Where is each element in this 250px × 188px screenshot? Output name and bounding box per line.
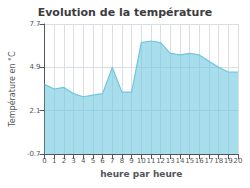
svg-text:-0.7: -0.7 [27,150,41,158]
svg-text:20: 20 [234,157,243,165]
svg-text:18: 18 [214,157,223,165]
svg-text:5: 5 [91,157,95,165]
svg-text:17: 17 [205,157,214,165]
svg-text:7: 7 [110,157,114,165]
svg-text:14: 14 [176,157,185,165]
svg-text:8: 8 [120,157,124,165]
svg-text:4.9: 4.9 [29,63,40,71]
svg-text:10: 10 [137,157,146,165]
svg-text:2: 2 [62,157,66,165]
svg-text:Evolution de la température: Evolution de la température [38,6,213,19]
svg-text:heure par heure: heure par heure [100,169,182,179]
svg-text:6: 6 [100,157,105,165]
svg-text:4: 4 [81,157,86,165]
svg-text:16: 16 [195,157,204,165]
svg-text:1: 1 [52,157,56,165]
svg-text:12: 12 [156,157,165,165]
svg-text:19: 19 [224,157,233,165]
svg-text:2.1: 2.1 [29,107,40,115]
svg-text:9: 9 [129,157,133,165]
svg-text:11: 11 [146,157,155,165]
svg-text:Température en °C: Température en °C [7,51,17,128]
svg-text:3: 3 [71,157,75,165]
svg-text:13: 13 [166,157,175,165]
svg-text:15: 15 [185,157,194,165]
svg-text:7.7: 7.7 [29,20,40,28]
svg-text:0: 0 [42,157,46,165]
